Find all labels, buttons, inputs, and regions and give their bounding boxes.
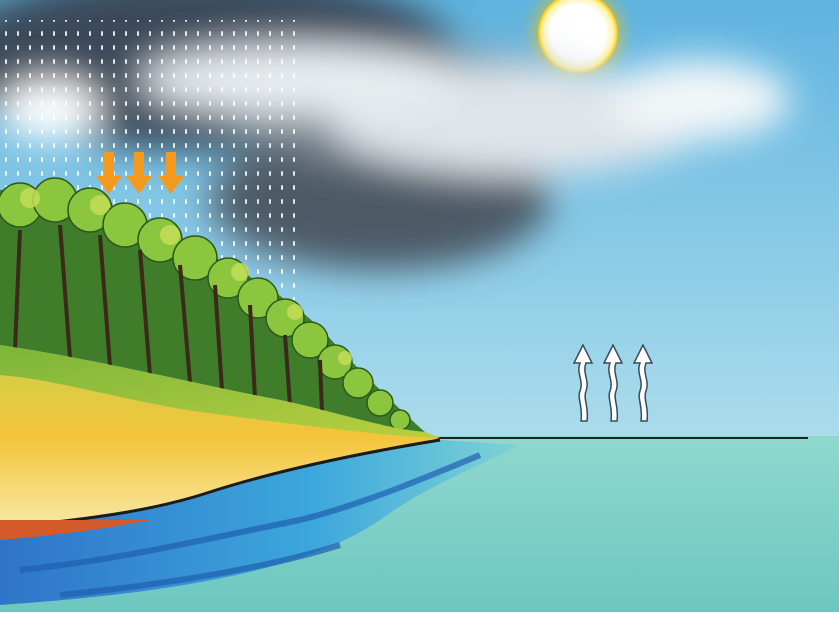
evaporation-arrows	[572, 343, 654, 422]
shoreline	[0, 438, 441, 530]
sand-edge	[0, 520, 150, 540]
precipitation-arrows	[96, 152, 184, 194]
forest	[0, 177, 440, 438]
shore-water	[0, 440, 520, 605]
sun	[534, 0, 622, 77]
waves	[19, 452, 482, 598]
